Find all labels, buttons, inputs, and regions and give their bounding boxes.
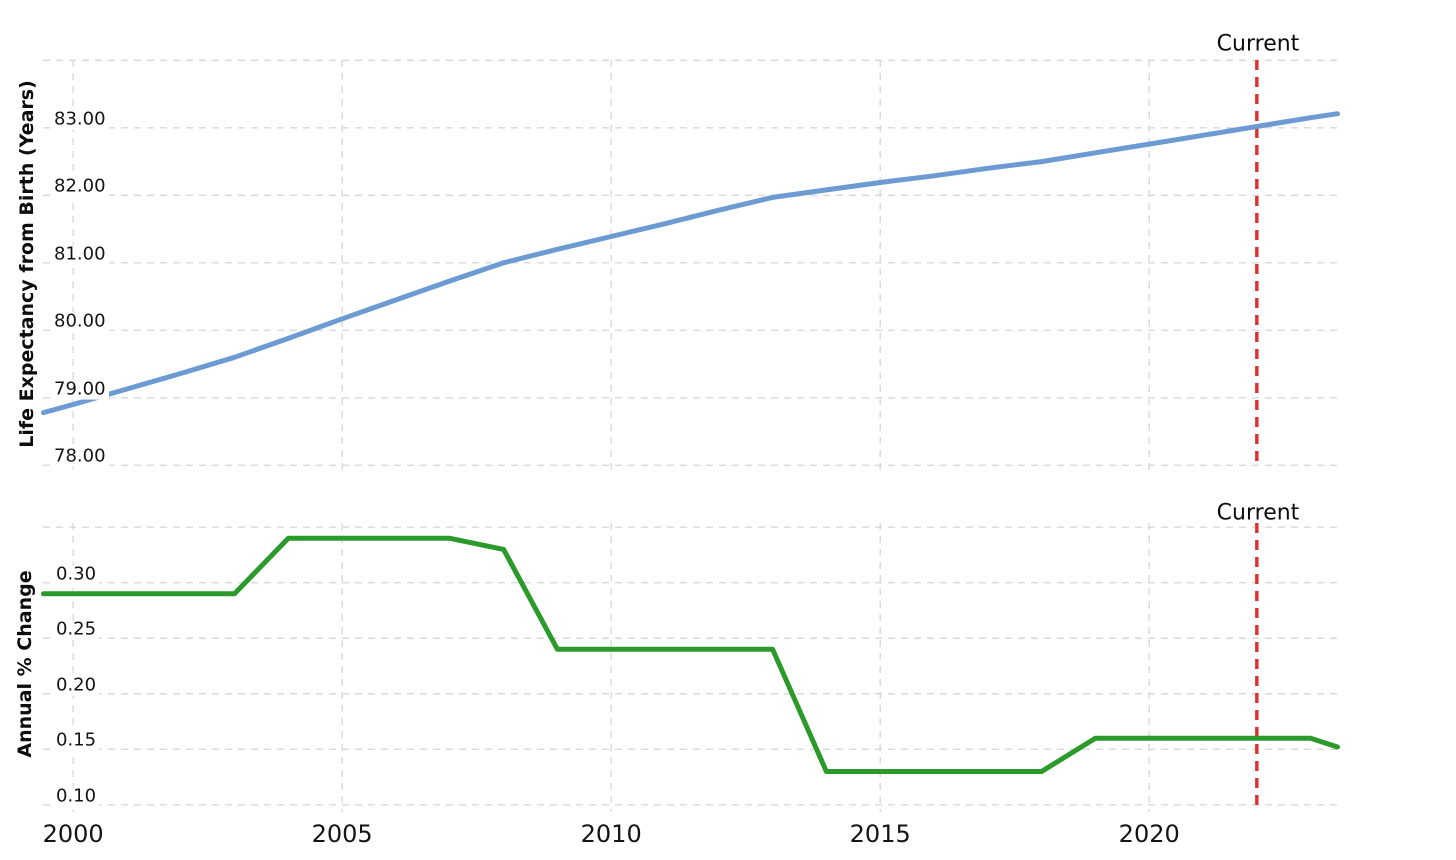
- y-tick-label: 0.15: [56, 731, 100, 751]
- y-tick-label: 83.00: [54, 110, 109, 130]
- y-tick-label: 0.10: [56, 786, 100, 807]
- annual-change-line: [41, 535, 1340, 774]
- life-expectancy-line: [41, 111, 1340, 416]
- x-tick-label: 2005: [311, 820, 373, 848]
- top-y-axis-title: Life Expectancy from Birth (Years): [16, 80, 38, 448]
- y-tick-label: 79.00: [54, 379, 109, 400]
- y-tick-label: 81.00: [54, 244, 109, 265]
- y-tick-label: 0.20: [56, 675, 100, 696]
- x-tick-label: 2010: [580, 820, 642, 848]
- y-tick-label: 0.25: [56, 620, 100, 640]
- x-tick-label: 2020: [1118, 820, 1180, 848]
- x-tick-label: 2015: [849, 820, 911, 848]
- y-tick-label: 82.00: [54, 177, 109, 197]
- current-annotation-label-top: Current: [1216, 31, 1300, 57]
- y-tick-label: 80.00: [54, 312, 109, 332]
- y-tick-label: 0.30: [56, 564, 100, 585]
- x-tick-label: 2000: [42, 820, 104, 848]
- current-annotation-label-bottom: Current: [1216, 500, 1300, 526]
- bottom-y-axis-title: Annual % Change: [14, 570, 36, 758]
- y-tick-label: 78.00: [54, 447, 109, 467]
